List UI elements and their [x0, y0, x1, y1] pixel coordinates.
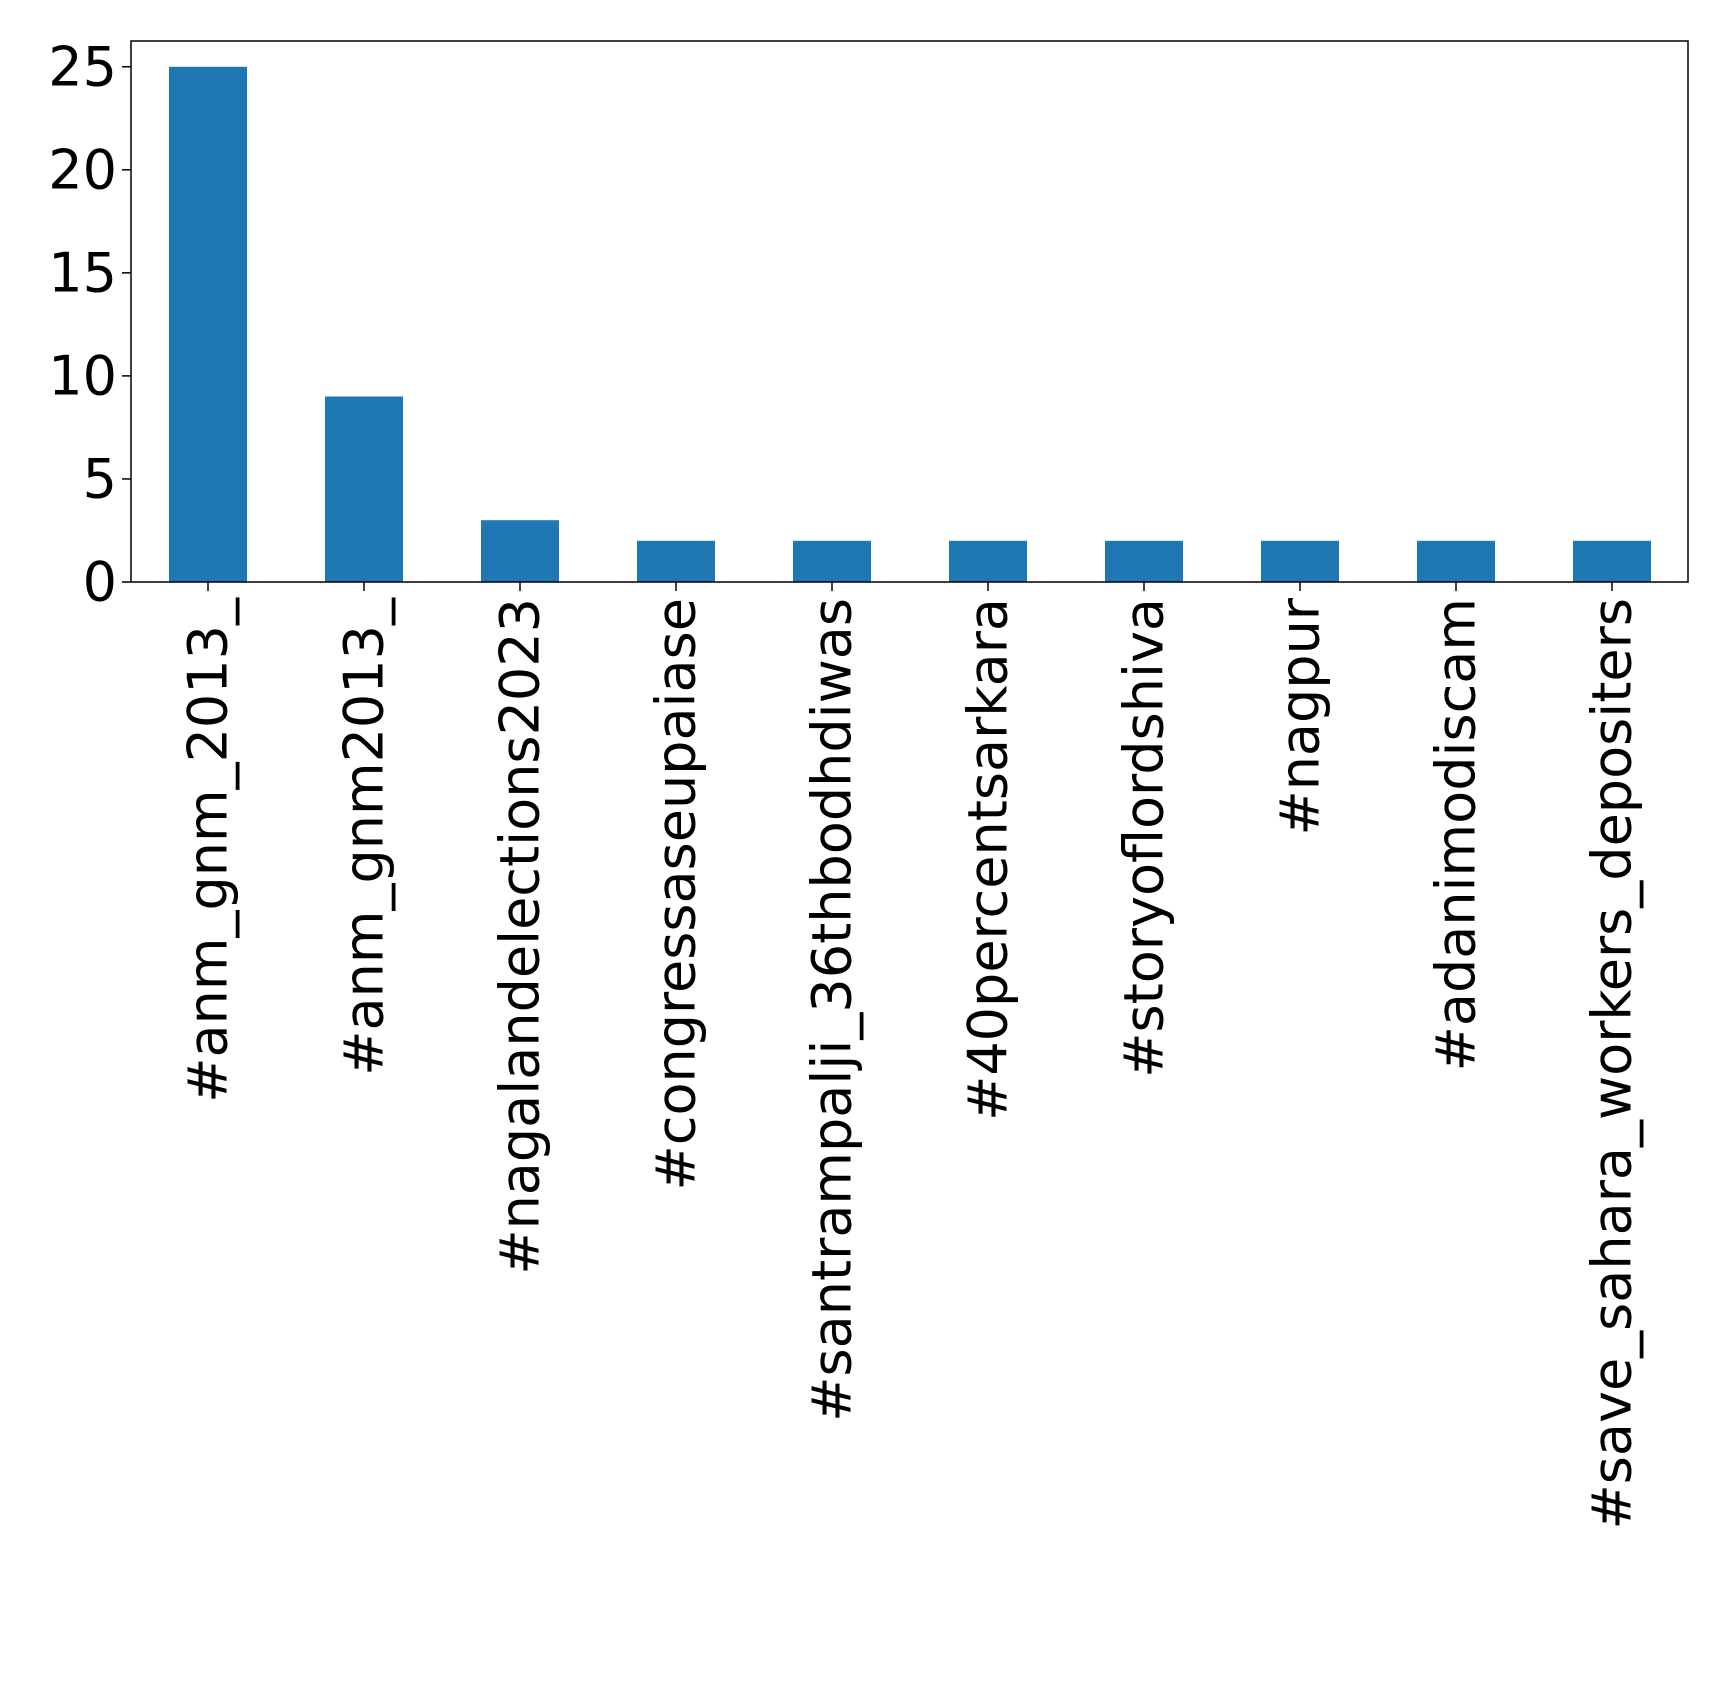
bar-7 — [1261, 540, 1339, 582]
bar-4 — [793, 540, 871, 582]
bar-3 — [637, 540, 715, 582]
x-tick-label: #40percentsarkara — [957, 598, 1020, 1121]
x-tick-label: #nagpur — [1269, 597, 1332, 835]
y-tick-label: 25 — [48, 35, 117, 98]
y-tick-label: 15 — [48, 241, 117, 304]
x-tick-label: #nagalandelections2023 — [489, 598, 552, 1275]
bar-8 — [1417, 540, 1495, 582]
y-tick-label: 10 — [48, 344, 117, 407]
bar-2 — [481, 520, 559, 582]
x-tick-label: #storyoflordshiva — [1113, 598, 1176, 1078]
bar-0 — [169, 66, 247, 583]
y-tick-label: 0 — [83, 551, 117, 614]
x-tick-label: #anm_gnm2013_ — [333, 597, 396, 1076]
x-tick-label: #santrampalji_36thbodhdiwas — [801, 598, 864, 1422]
y-tick-label: 5 — [83, 447, 117, 510]
bars-group — [169, 66, 1651, 583]
y-axis: 0 5 10 15 20 25 — [48, 35, 131, 614]
y-tick-label: 20 — [48, 138, 117, 201]
x-tick-label: #anm_gnm_2013_ — [177, 597, 240, 1103]
bar-1 — [325, 396, 403, 582]
plot-frame — [130, 40, 1689, 583]
x-tick-label: #congressaseupaiase — [645, 598, 708, 1190]
x-tick-label: #adanimodiscam — [1425, 598, 1488, 1071]
x-axis: #anm_gnm_2013_ #anm_gnm2013_ #nagalandelec… — [177, 582, 1644, 1529]
bar-5 — [949, 540, 1027, 582]
x-tick-label: #save_sahara_workers_depositers — [1581, 598, 1644, 1529]
bar-9 — [1573, 540, 1651, 582]
bar-6 — [1105, 540, 1183, 582]
